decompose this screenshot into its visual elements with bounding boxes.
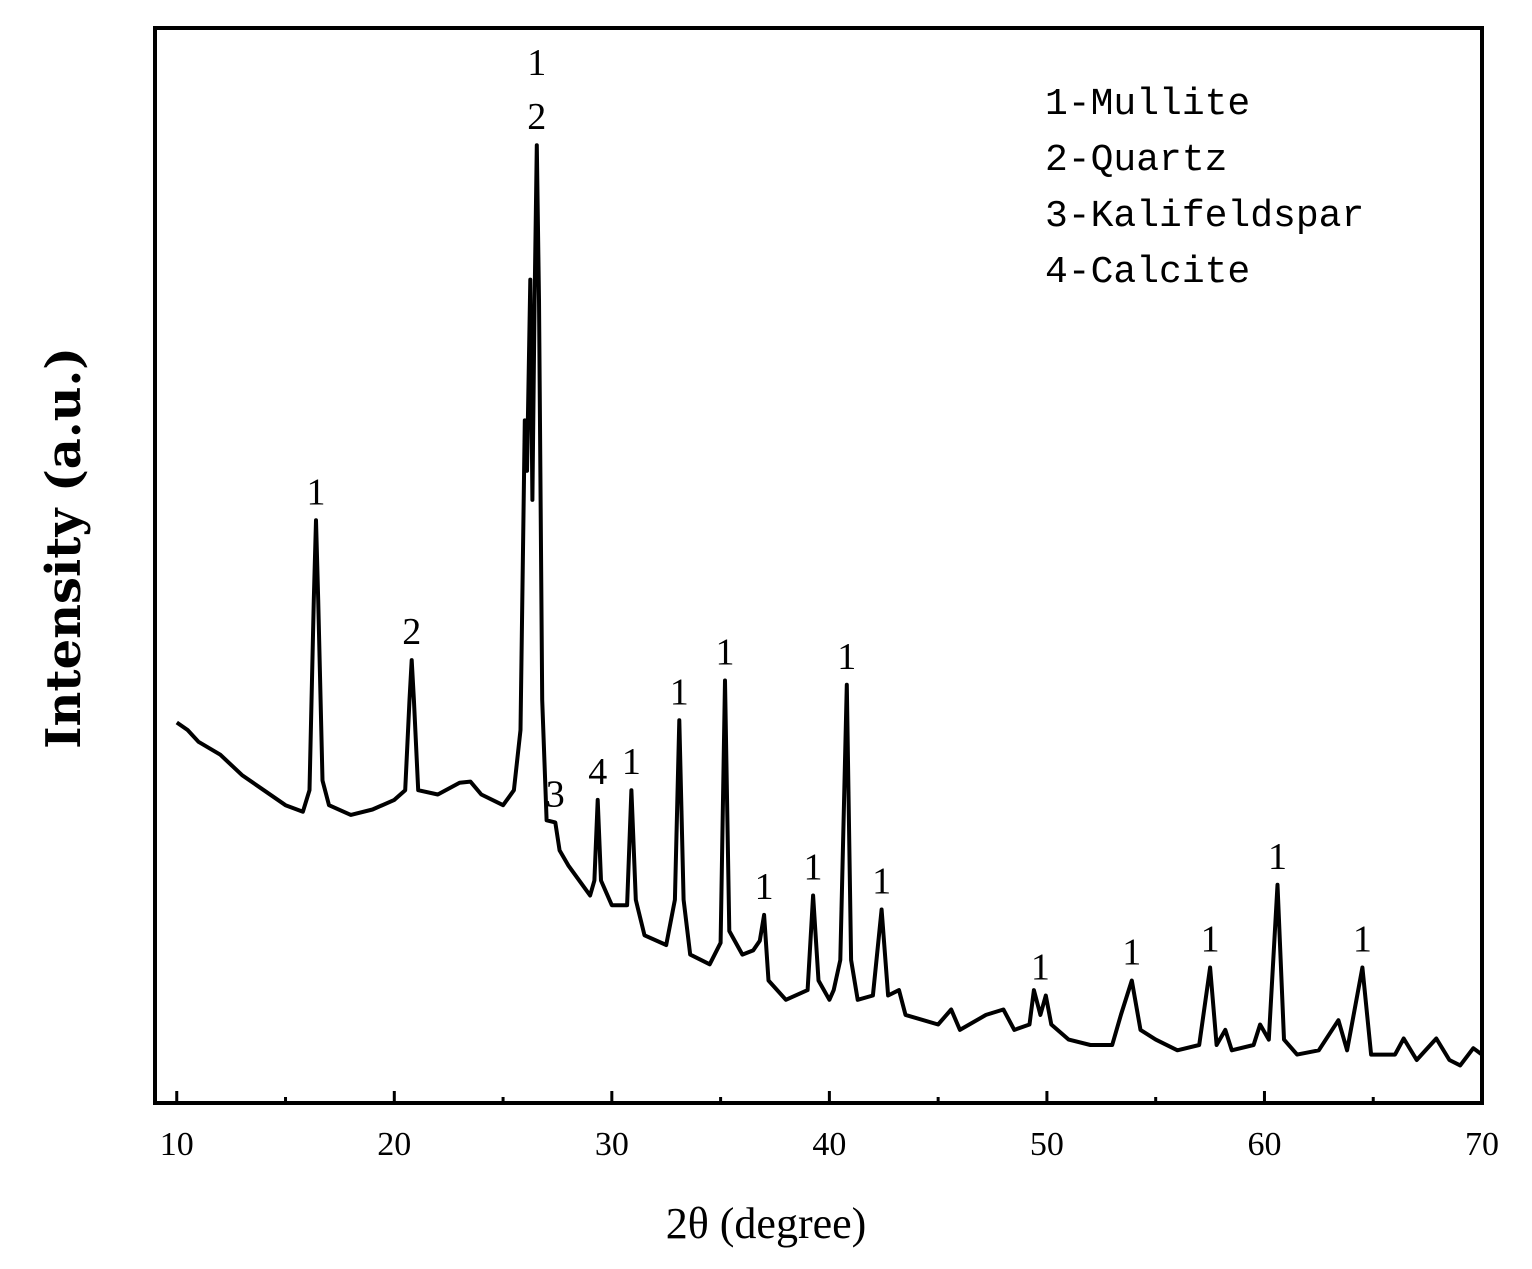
legend-entry: 4-Calcite <box>1045 251 1250 294</box>
peak-label: 1 <box>1031 947 1050 989</box>
x-axis-label: 2θ (degree) <box>666 1199 867 1248</box>
peak-label: 1 <box>804 847 823 889</box>
x-tick-label: 60 <box>1247 1126 1281 1163</box>
x-tick-label: 30 <box>595 1126 629 1163</box>
peak-label: 4 <box>588 751 607 793</box>
peak-label: 3 <box>546 773 565 815</box>
peak-label: 1 <box>622 741 641 783</box>
x-tick-label: 20 <box>377 1126 411 1163</box>
plot-frame <box>153 26 1484 1105</box>
legend-entry: 1-Mullite <box>1045 83 1250 126</box>
legend-entry: 3-Kalifeldspar <box>1045 195 1364 238</box>
y-axis-label: Intensity (a.u.) <box>36 347 92 749</box>
peak-label: 1 <box>306 471 325 513</box>
peak-label: 1 <box>1201 919 1220 961</box>
peak-label: 1 <box>1122 931 1141 973</box>
xrd-line <box>175 143 1484 1068</box>
x-tick-label: 50 <box>1030 1126 1064 1163</box>
peak-label: 1 <box>755 866 774 908</box>
peak-label: 2 <box>402 611 421 653</box>
x-tick-label: 70 <box>1465 1126 1499 1163</box>
peak-label: 1 <box>1268 836 1287 878</box>
x-tick-label: 10 <box>160 1126 194 1163</box>
peak-label: 1 <box>872 861 891 903</box>
peak-label: 1 <box>837 636 856 678</box>
peak-label: 2 <box>527 96 546 138</box>
x-tick-label: 40 <box>812 1126 846 1163</box>
peak-label: 1 <box>715 632 734 674</box>
legend-entry: 2-Quartz <box>1045 139 1227 182</box>
peak-label: 1 <box>527 42 546 84</box>
peak-label: 1 <box>670 671 689 713</box>
peak-label: 1 <box>1353 919 1372 961</box>
